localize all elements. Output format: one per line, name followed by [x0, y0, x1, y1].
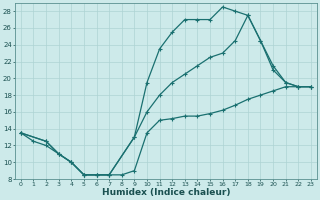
X-axis label: Humidex (Indice chaleur): Humidex (Indice chaleur) [102, 188, 230, 197]
